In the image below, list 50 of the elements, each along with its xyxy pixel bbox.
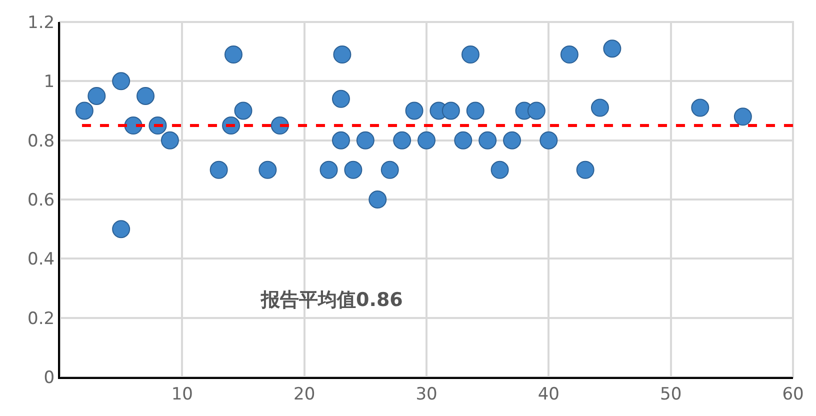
point — [503, 131, 522, 150]
x-tick-label: 30 — [416, 384, 438, 404]
point — [734, 108, 752, 126]
point — [320, 160, 338, 179]
point — [380, 160, 399, 179]
point — [576, 160, 594, 179]
point — [210, 160, 228, 179]
x-tick-label: 20 — [294, 384, 316, 404]
y-tick-label: 1 — [44, 72, 55, 92]
y-tick-label: 0.2 — [28, 308, 55, 329]
y-tick-label: 0.6 — [28, 190, 55, 210]
point — [461, 46, 480, 64]
point — [356, 131, 374, 150]
point — [344, 160, 362, 179]
point — [112, 72, 130, 90]
y-tick-label: 1.2 — [28, 12, 55, 33]
x-tick-label: 50 — [660, 384, 682, 404]
x-tick-label: 10 — [171, 384, 193, 404]
point — [332, 90, 350, 108]
y-tick-label: 0.4 — [28, 250, 55, 270]
point — [332, 131, 350, 150]
point — [603, 40, 622, 58]
point — [136, 86, 155, 105]
point — [393, 131, 412, 150]
point — [75, 102, 94, 120]
point — [442, 102, 460, 120]
point — [333, 46, 352, 64]
y-tick-label: 0.8 — [28, 131, 55, 152]
point — [234, 102, 252, 120]
annotation: 报告平均值0.86 — [260, 289, 403, 311]
point — [454, 131, 472, 150]
point — [112, 220, 130, 238]
point — [560, 46, 578, 64]
point — [466, 102, 484, 120]
point — [478, 131, 497, 150]
point — [527, 102, 546, 120]
point — [88, 86, 106, 105]
point — [258, 160, 277, 179]
point — [418, 131, 436, 150]
point — [368, 190, 387, 208]
point — [590, 98, 609, 117]
point — [490, 160, 509, 179]
x-tick-label: 60 — [782, 384, 804, 404]
x-tick-label: 40 — [538, 384, 560, 404]
point — [160, 131, 179, 150]
point — [224, 46, 242, 64]
y-tick-label: 0 — [44, 368, 55, 388]
point — [691, 98, 710, 117]
point — [540, 131, 558, 150]
point — [405, 102, 424, 120]
